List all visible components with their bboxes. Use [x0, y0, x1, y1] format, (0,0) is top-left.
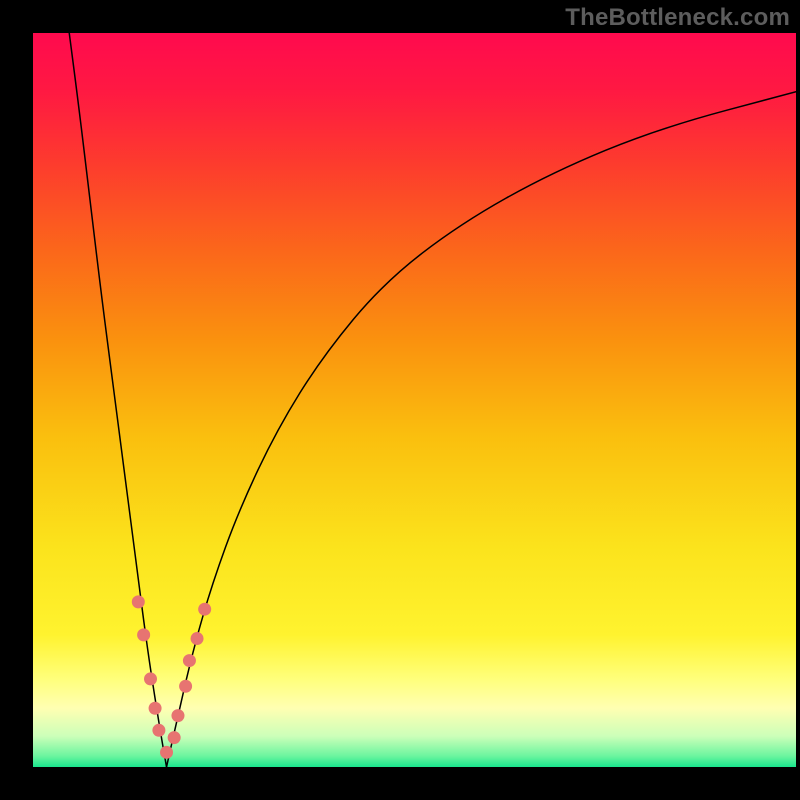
data-marker — [137, 628, 150, 641]
data-marker — [152, 724, 165, 737]
data-marker — [132, 595, 145, 608]
data-marker — [198, 603, 211, 616]
gradient-background — [33, 33, 796, 767]
data-marker — [149, 702, 162, 715]
watermark-text: TheBottleneck.com — [565, 4, 790, 32]
data-marker — [183, 654, 196, 667]
bottleneck-chart — [33, 33, 796, 767]
chart-container: { "meta": { "watermark": "TheBottleneck.… — [0, 0, 800, 800]
data-marker — [160, 746, 173, 759]
frame-bottom — [0, 767, 800, 800]
data-marker — [144, 672, 157, 685]
data-marker — [168, 731, 181, 744]
data-marker — [179, 680, 192, 693]
frame-right — [796, 0, 800, 800]
data-marker — [191, 632, 204, 645]
frame-left — [0, 0, 33, 800]
data-marker — [171, 709, 184, 722]
